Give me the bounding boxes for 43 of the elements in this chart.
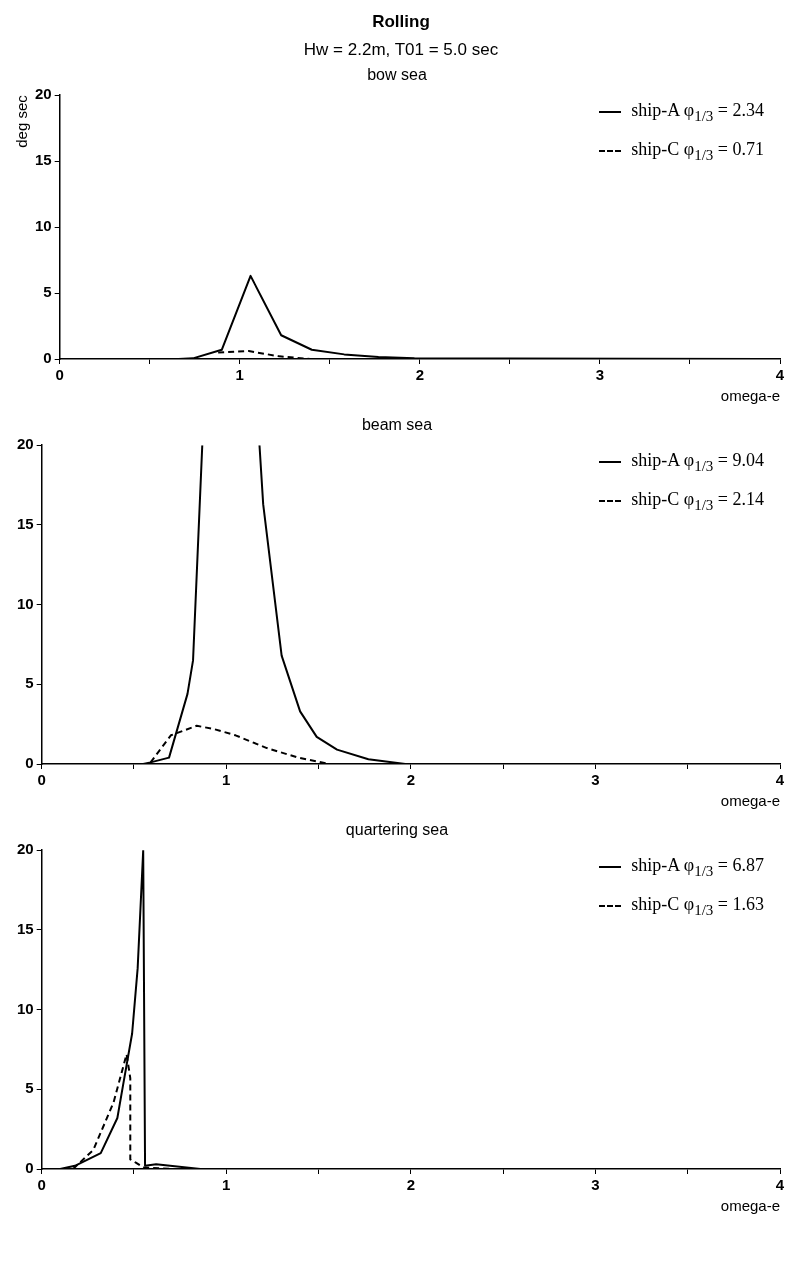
legend-label: ship-C φ$_{1/3}$ = 2.14: [631, 488, 764, 514]
x-tick-label: 3: [595, 366, 605, 384]
legend-label: ship-A φ$_{1/3}$ = 9.04: [631, 450, 764, 475]
legend-label: ship-A φ$_{1/3}$ = 2.34: [631, 100, 764, 125]
y-tick-label: 20: [35, 85, 52, 103]
y-tick-label: 15: [17, 920, 34, 938]
x-tick-label: 1: [222, 771, 231, 789]
chart-title: beam sea: [361, 416, 433, 434]
x-axis-title: omega-e: [720, 792, 780, 810]
y-tick-label: 0: [25, 1159, 34, 1177]
x-axis-title: omega-e: [720, 1197, 780, 1215]
y-tick-label: 5: [25, 674, 34, 692]
text: Hw = 2.2m, T01 = 5.0 sec: [302, 40, 500, 60]
y-axis-title: deg sec: [13, 94, 31, 148]
y-tick-label: 20: [17, 840, 34, 858]
legend-label: ship-C φ$_{1/3}$ = 0.71: [631, 138, 764, 164]
y-tick-label: 15: [17, 515, 34, 533]
y-tick-label: 5: [43, 283, 52, 301]
x-tick-label: 2: [406, 1176, 416, 1194]
chart-title: quartering sea: [345, 821, 449, 839]
x-tick-label: 1: [235, 366, 244, 384]
x-tick-label: 1: [222, 1176, 231, 1194]
y-tick-label: 10: [35, 217, 52, 235]
x-tick-label: 4: [775, 771, 785, 789]
y-tick-label: 5: [25, 1079, 34, 1097]
x-tick-label: 4: [775, 366, 785, 384]
x-tick-label: 2: [415, 366, 425, 384]
y-tick-label: 10: [17, 594, 34, 612]
y-tick-label: 0: [25, 754, 34, 772]
x-tick-label: 3: [591, 1176, 600, 1194]
x-tick-label: 4: [775, 1176, 785, 1194]
legend-label: ship-A φ$_{1/3}$ = 6.87: [631, 855, 764, 880]
x-axis-title: omega-e: [720, 387, 780, 405]
chart-title: bow sea: [367, 66, 427, 84]
x-tick-label: 2: [406, 771, 416, 789]
legend-label: ship-C φ$_{1/3}$ = 1.63: [631, 893, 764, 919]
y-tick-label: 0: [43, 349, 52, 367]
y-tick-label: 15: [35, 151, 52, 169]
text: Rolling: [371, 12, 431, 32]
y-tick-label: 10: [17, 999, 34, 1017]
x-tick-label: 3: [591, 771, 600, 789]
y-tick-label: 20: [17, 435, 34, 453]
x-tick-label: 0: [55, 366, 64, 384]
